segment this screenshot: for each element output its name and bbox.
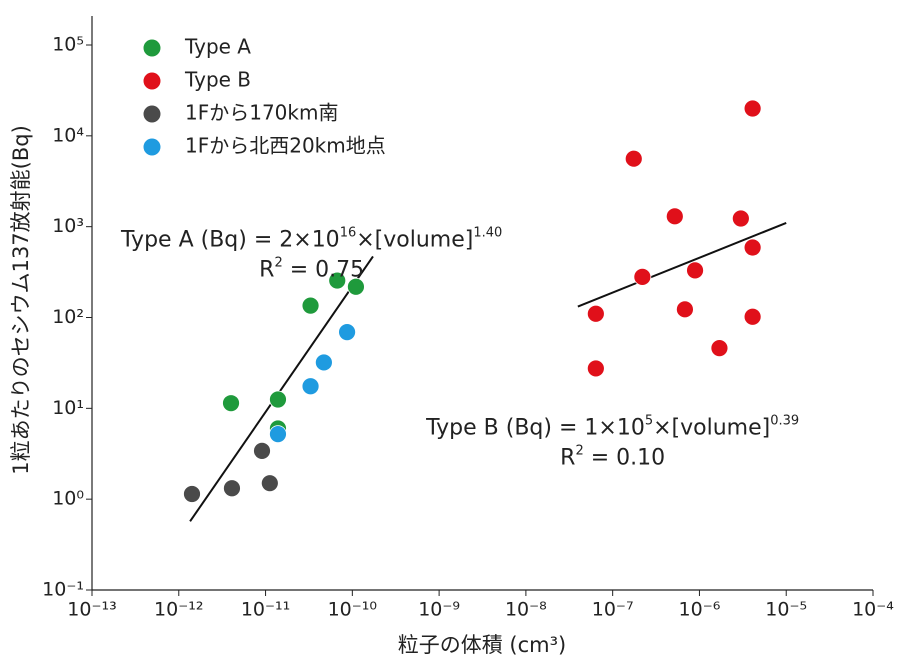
annotation-part: ×[volume] (356, 228, 473, 253)
data-point (710, 339, 729, 358)
legend-marker (143, 72, 161, 90)
legend-marker (143, 39, 161, 57)
data-point (338, 323, 356, 342)
data-point (269, 390, 287, 409)
y-tick-label: 10⁴ (52, 124, 84, 146)
data-point (665, 207, 684, 226)
annotation-part: 0.39 (770, 413, 799, 428)
annotation-part: Type A (Bq) = 2×10 (120, 228, 340, 253)
y-tick-label: 10⁻¹ (42, 579, 84, 601)
data-point (743, 307, 762, 326)
data-point (743, 238, 762, 257)
annotation-part: R (259, 258, 274, 283)
data-point (731, 209, 750, 228)
data-point (183, 485, 201, 503)
legend-label: 1Fから170km南 (185, 101, 338, 125)
y-tick-label: 10¹ (52, 397, 84, 419)
annotation: R2 = 0.75 (259, 255, 364, 283)
y-tick-label: 10² (52, 306, 84, 328)
annotation-part: 16 (340, 225, 357, 240)
annotation-part: 5 (645, 413, 653, 428)
data-point (328, 271, 347, 290)
legend-label: 1Fから北西20km地点 (185, 134, 386, 158)
x-tick-label: 10⁻¹³ (67, 599, 116, 621)
annotation-part: = 0.10 (584, 445, 665, 470)
data-point (686, 261, 704, 280)
data-point (222, 394, 240, 413)
legend-marker (143, 138, 161, 156)
x-tick-label: 10⁻⁹ (418, 599, 460, 621)
legend-label: Type B (184, 68, 251, 92)
annotation-part: ×[volume] (653, 415, 770, 440)
annotation-part: 1.40 (473, 225, 502, 240)
data-point (301, 377, 320, 396)
data-point (676, 300, 694, 319)
annotation: Type A (Bq) = 2×1016×[volume]1.40 (120, 225, 502, 253)
legend-marker (143, 105, 161, 123)
x-tick-label: 10⁻⁷ (592, 599, 634, 621)
y-tick-label: 10⁰ (52, 488, 84, 510)
data-point (586, 359, 605, 378)
x-tick-label: 10⁻⁴ (852, 599, 894, 621)
annotation-part: 2 (274, 255, 282, 270)
data-point (314, 353, 333, 372)
annotation-part: = 0.75 (283, 258, 364, 283)
y-tick-label: 10³ (52, 215, 84, 237)
data-point (253, 441, 271, 460)
data-point (269, 425, 287, 444)
annotation: R2 = 0.10 (560, 443, 665, 471)
annotation-part: Type B (Bq) = 1×10 (425, 415, 645, 440)
x-tick-label: 10⁻⁸ (505, 599, 547, 621)
y-tick-label: 10⁵ (52, 34, 84, 56)
x-tick-label: 10⁻¹² (154, 599, 203, 621)
data-point (624, 149, 643, 168)
data-point (301, 296, 320, 315)
data-point (223, 479, 241, 498)
data-point (633, 267, 652, 286)
x-tick-label: 10⁻¹⁰ (328, 599, 377, 621)
x-tick-label: 10⁻⁵ (765, 599, 807, 621)
fit-line (189, 255, 374, 522)
fit-line (577, 221, 787, 308)
data-point (743, 99, 762, 118)
x-axis-title: 粒子の体積 (cm³) (398, 633, 566, 657)
annotation-part: R (560, 445, 575, 470)
data-point (586, 304, 605, 323)
x-tick-label: 10⁻⁶ (679, 599, 721, 621)
annotation-part: 2 (575, 443, 583, 458)
x-tick-label: 10⁻¹¹ (241, 599, 290, 621)
data-point (347, 277, 365, 296)
y-axis-title: 1粒あたりのセシウム137放射能(Bq) (9, 125, 33, 475)
data-point (260, 474, 279, 493)
annotation: Type B (Bq) = 1×105×[volume]0.39 (425, 413, 799, 441)
legend-label: Type A (184, 35, 251, 59)
